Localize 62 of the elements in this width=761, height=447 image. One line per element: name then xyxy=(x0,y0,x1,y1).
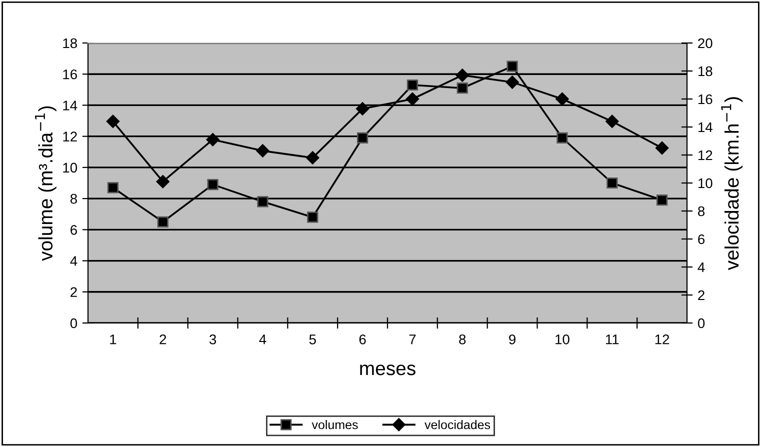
y-tick-label: 14 xyxy=(63,100,78,110)
y2-tick-label: 12 xyxy=(698,150,712,160)
y-tick-label: 18 xyxy=(63,38,77,48)
legend-label: velocidades xyxy=(424,420,490,430)
x-tick-label: 5 xyxy=(309,334,316,344)
y-tick-label: 4 xyxy=(70,256,78,266)
y-tick-label: 2 xyxy=(70,287,77,297)
point xyxy=(307,212,318,223)
point xyxy=(556,132,568,144)
y-tick-label: 12 xyxy=(63,132,77,142)
y-tick-label: 8 xyxy=(70,194,77,204)
x-tick-label: 4 xyxy=(259,334,266,344)
y-tick-label: 6 xyxy=(70,225,77,235)
y2-tick-label: 2 xyxy=(698,290,704,300)
point xyxy=(356,132,368,144)
point xyxy=(257,196,268,208)
point xyxy=(656,194,668,206)
point xyxy=(157,216,168,228)
point xyxy=(156,175,170,188)
point xyxy=(606,177,618,189)
point xyxy=(207,179,218,190)
point xyxy=(106,114,120,128)
x-tick-label: 2 xyxy=(160,334,166,344)
point xyxy=(206,133,220,146)
point xyxy=(456,68,469,82)
y2-tick-label: 14 xyxy=(698,122,712,132)
y-tick-label: 16 xyxy=(63,69,77,80)
point xyxy=(256,144,270,158)
y2-tick-label: 18 xyxy=(698,66,712,76)
x-tick-label: 9 xyxy=(509,334,516,344)
point xyxy=(606,114,619,128)
y2-axis-title: velocidade (km.h$^{−1}$) xyxy=(721,97,743,270)
point xyxy=(107,182,119,194)
x-tick-label: 12 xyxy=(655,334,670,344)
y-axis-title: volume (m³.dia$^{−1}$) xyxy=(34,106,56,261)
point xyxy=(306,151,320,164)
point xyxy=(655,141,669,155)
point xyxy=(406,92,420,106)
y-tick-label: 0 xyxy=(70,318,78,328)
x-tick-label: 10 xyxy=(556,334,570,344)
y2-tick-label: 4 xyxy=(698,262,705,272)
x-tick-label: 7 xyxy=(409,334,416,344)
point xyxy=(456,82,468,94)
point xyxy=(406,79,418,91)
y2-tick-label: 6 xyxy=(698,234,705,244)
x-tick-label: 6 xyxy=(359,334,366,344)
x-tick-label: 3 xyxy=(209,334,216,344)
y2-tick-label: 10 xyxy=(698,178,712,188)
y2-tick-label: 16 xyxy=(698,94,712,104)
y2-tick-label: 8 xyxy=(698,206,705,216)
y-tick-label: 10 xyxy=(63,162,78,173)
x-tick-label: 1 xyxy=(110,334,116,344)
x-tick-label: 8 xyxy=(459,334,466,344)
point xyxy=(506,76,519,89)
x-tick-label: 11 xyxy=(606,334,619,344)
y2-tick-label: 0 xyxy=(698,318,705,328)
point xyxy=(556,92,569,106)
legend-label: volumes xyxy=(312,420,358,430)
x-axis-title: meses xyxy=(360,364,416,376)
point xyxy=(506,60,518,72)
y2-tick-label: 20 xyxy=(698,38,712,48)
point xyxy=(356,102,370,116)
